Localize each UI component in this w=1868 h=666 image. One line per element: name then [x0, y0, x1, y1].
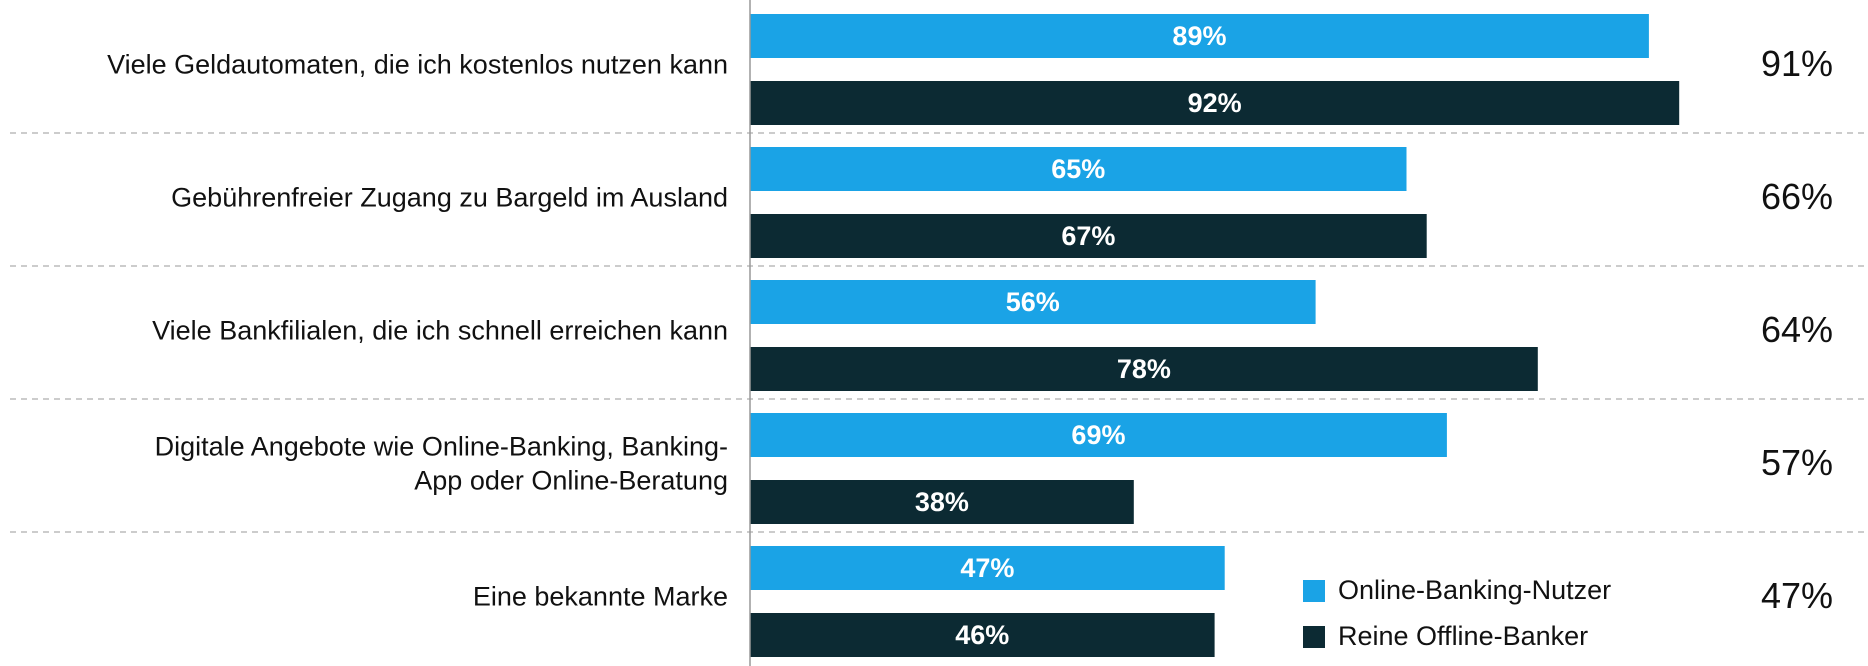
value-label: 67%: [1061, 221, 1115, 251]
total-label: 64%: [1761, 309, 1833, 350]
category-label: Digitale Angebote wie Online-Banking, Ba…: [155, 432, 728, 462]
value-label: 78%: [1117, 354, 1171, 384]
legend-swatch: [1303, 580, 1325, 602]
value-label: 69%: [1071, 420, 1125, 450]
bar: [750, 147, 1407, 191]
value-label: 89%: [1172, 21, 1226, 51]
bar: [750, 480, 1134, 524]
bar: [750, 347, 1538, 391]
category-label: Viele Bankfilialen, die ich schnell erre…: [152, 316, 728, 346]
bar: [750, 214, 1427, 258]
category-label: Viele Geldautomaten, die ich kostenlos n…: [107, 50, 728, 80]
legend-swatch: [1303, 626, 1325, 648]
bar: [750, 81, 1680, 125]
bar: [750, 613, 1215, 657]
legend-label: Reine Offline-Banker: [1338, 621, 1588, 651]
bar: [750, 546, 1225, 590]
total-label: 66%: [1761, 176, 1833, 217]
value-label: 56%: [1006, 287, 1060, 317]
value-label: 65%: [1051, 154, 1105, 184]
bar: [750, 413, 1447, 457]
total-label: 91%: [1761, 43, 1833, 84]
legend-label: Online-Banking-Nutzer: [1338, 575, 1611, 605]
value-label: 46%: [955, 620, 1009, 650]
category-label: Gebührenfreier Zugang zu Bargeld im Ausl…: [171, 183, 728, 213]
category-label: Eine bekannte Marke: [473, 582, 728, 612]
value-label: 38%: [915, 487, 969, 517]
total-label: 47%: [1761, 575, 1833, 616]
total-label: 57%: [1761, 442, 1833, 483]
category-label: App oder Online-Beratung: [414, 466, 728, 496]
value-label: 92%: [1188, 88, 1242, 118]
bar: [750, 14, 1649, 58]
value-label: 47%: [960, 553, 1014, 583]
bar: [750, 280, 1316, 324]
